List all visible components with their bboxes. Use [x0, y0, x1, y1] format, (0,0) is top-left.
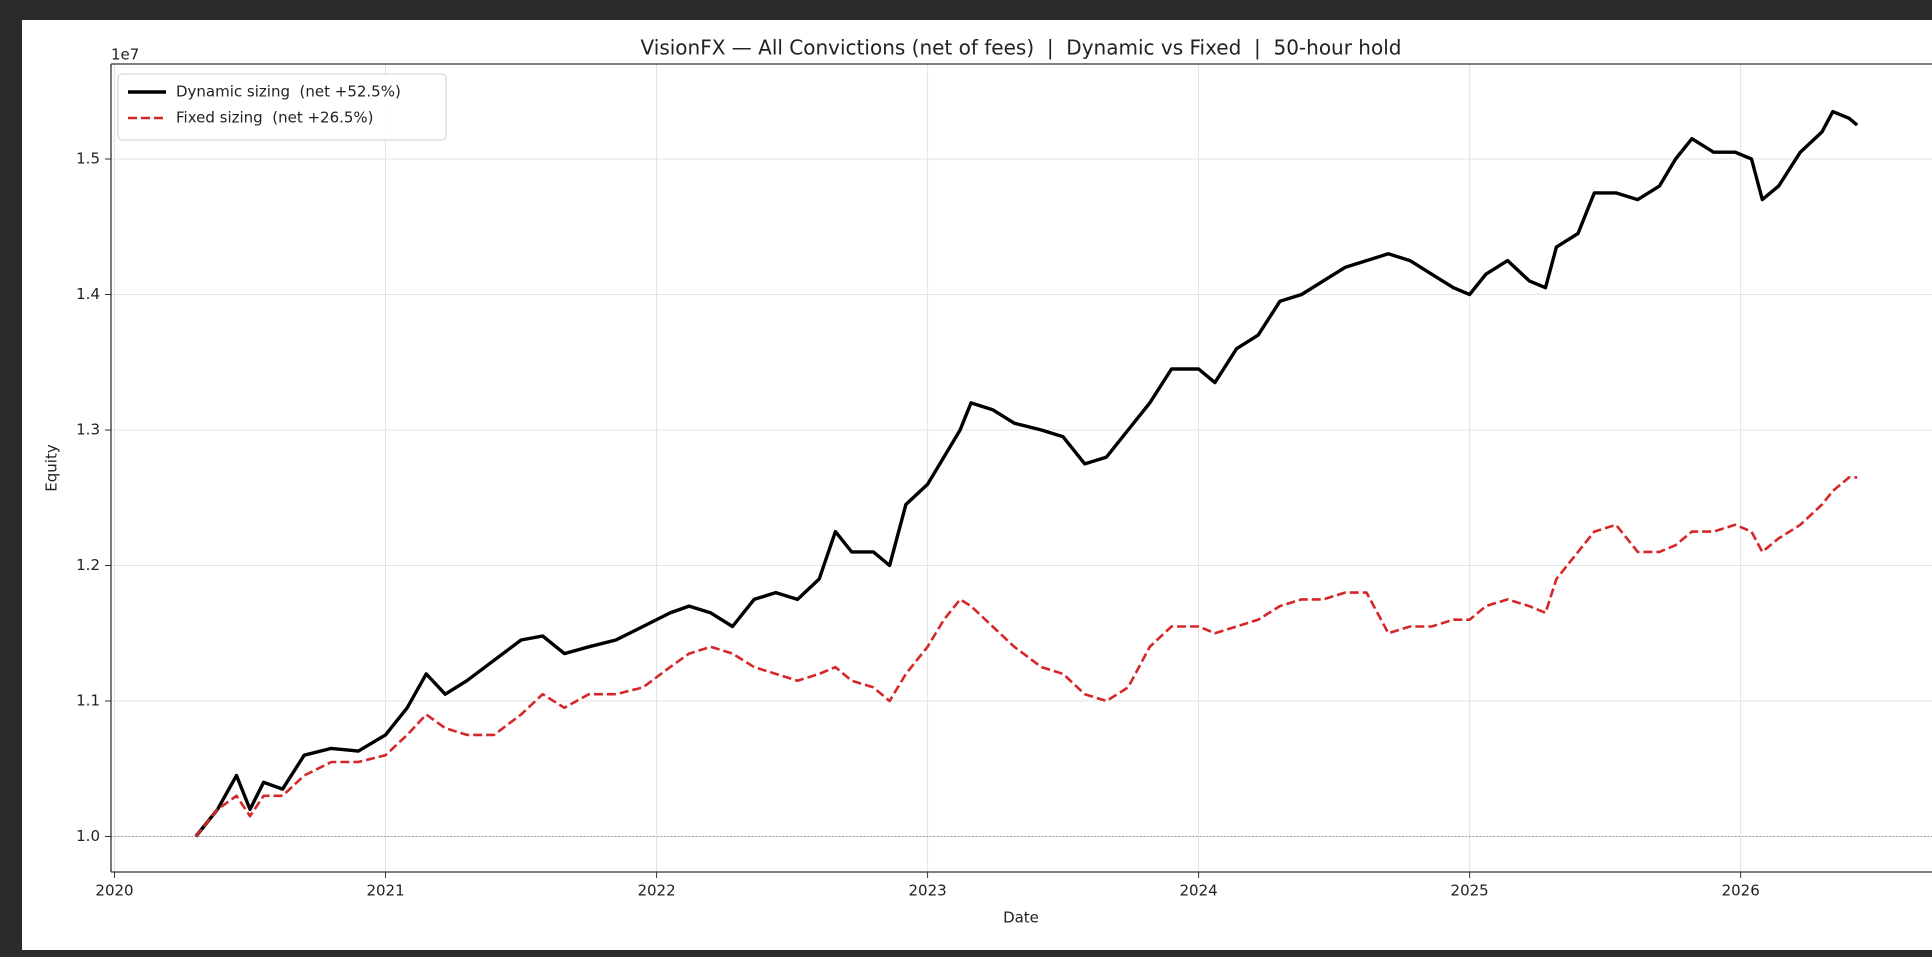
y-tick-label: 1.5	[76, 149, 100, 167]
x-tick-label: 2025	[1451, 882, 1489, 900]
x-tick-label: 2026	[1722, 882, 1760, 900]
y-tick-label: 1.2	[76, 556, 100, 574]
figure-background	[22, 20, 1932, 950]
y-axis-label: Equity	[43, 444, 61, 492]
y-tick-label: 1.0	[76, 827, 100, 845]
x-tick-label: 2023	[908, 882, 946, 900]
x-tick-label: 2021	[366, 882, 404, 900]
y-tick-label: 1.3	[76, 420, 100, 438]
x-axis-label: Date	[1003, 909, 1039, 927]
legend-box	[117, 73, 447, 141]
chart-title: VisionFX — All Convictions (net of fees)…	[641, 36, 1402, 60]
legend-label: Dynamic sizing (net +52.5%)	[176, 83, 401, 101]
y-tick-label: 1.4	[76, 285, 100, 303]
y-offset-label: 1e7	[111, 46, 139, 64]
legend-label: Fixed sizing (net +26.5%)	[176, 109, 374, 127]
y-tick-label: 1.1	[76, 691, 100, 709]
x-tick-label: 2024	[1180, 882, 1218, 900]
series-line	[194, 109, 1859, 838]
x-tick-label: 2022	[637, 882, 675, 900]
x-tick-label: 2020	[95, 882, 133, 900]
